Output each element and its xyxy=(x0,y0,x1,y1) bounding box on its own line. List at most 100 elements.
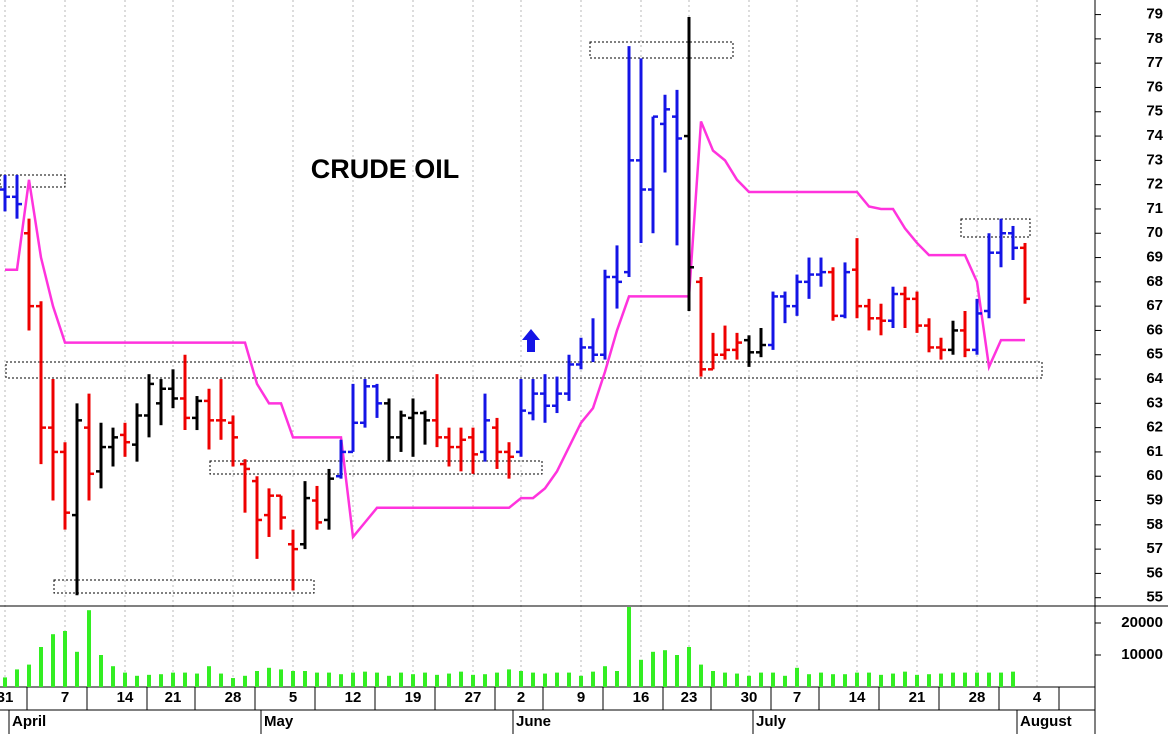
y-tick-label: 76 xyxy=(1146,78,1163,95)
volume-bar xyxy=(255,671,259,687)
volume-bar xyxy=(975,672,979,687)
volume-bar xyxy=(267,667,271,687)
x-tick-label: 7 xyxy=(61,689,69,706)
volume-bar xyxy=(183,672,187,687)
volume-bar xyxy=(591,671,595,687)
y-tick-label: 67 xyxy=(1146,297,1163,314)
x-tick-label: 27 xyxy=(465,689,482,706)
x-tick-label: 9 xyxy=(577,689,585,706)
volume-bar xyxy=(3,677,7,687)
volume-bar xyxy=(507,669,511,687)
y-tick-label: 77 xyxy=(1146,54,1163,71)
month-label: April xyxy=(12,713,46,730)
volume-bar xyxy=(99,655,103,687)
volume-bar xyxy=(903,671,907,687)
month-label: May xyxy=(264,713,294,730)
x-tick-label: 16 xyxy=(633,689,650,706)
volume-bar xyxy=(471,674,475,687)
y-tick-label: 70 xyxy=(1146,224,1163,241)
x-tick-label: 5 xyxy=(289,689,297,706)
x-tick-label: 21 xyxy=(909,689,926,706)
volume-bar xyxy=(411,674,415,687)
y-tick-label: 58 xyxy=(1146,516,1163,533)
annotation-box xyxy=(53,579,315,594)
volume-bar xyxy=(459,671,463,687)
volume-bar xyxy=(1011,671,1015,687)
volume-bar xyxy=(375,672,379,687)
y-tick-label: 59 xyxy=(1146,491,1163,508)
x-tick-label: 7 xyxy=(793,689,801,706)
y-tick-label: 69 xyxy=(1146,249,1163,266)
annotation-box xyxy=(0,174,66,188)
volume-bar xyxy=(111,666,115,687)
month-label: August xyxy=(1020,713,1072,730)
volume-bar xyxy=(351,672,355,687)
volume-bar xyxy=(363,671,367,687)
volume-bar xyxy=(927,674,931,687)
y-tick-label: 57 xyxy=(1146,540,1163,557)
volume-bar xyxy=(675,655,679,687)
volume-bar xyxy=(303,671,307,687)
y-tick-label: 78 xyxy=(1146,30,1163,47)
volume-bar xyxy=(855,672,859,687)
volume-bar xyxy=(315,672,319,687)
volume-bar xyxy=(159,674,163,687)
annotation-box xyxy=(589,41,734,59)
volume-bar xyxy=(867,672,871,687)
volume-bar xyxy=(399,672,403,687)
annotation-box xyxy=(960,218,1031,238)
volume-bar xyxy=(939,673,943,687)
volume-bar xyxy=(87,610,91,687)
volume-bar xyxy=(759,672,763,687)
volume-bar xyxy=(495,672,499,687)
volume-bar xyxy=(723,672,727,687)
volume-bar xyxy=(243,675,247,687)
volume-bar xyxy=(615,671,619,687)
volume-bar xyxy=(807,674,811,687)
x-tick-label: 31 xyxy=(0,689,13,706)
y-tick-label: 79 xyxy=(1146,6,1163,23)
volume-bar xyxy=(735,673,739,687)
volume-bar xyxy=(963,672,967,687)
annotation-box xyxy=(5,361,1043,379)
x-tick-label: 12 xyxy=(345,689,362,706)
volume-bar xyxy=(483,674,487,687)
volume-bar xyxy=(327,672,331,687)
volume-bar xyxy=(15,669,19,687)
x-tick-label: 23 xyxy=(681,689,698,706)
volume-bar xyxy=(951,672,955,687)
volume-bar xyxy=(567,672,571,687)
volume-bar xyxy=(627,607,631,687)
volume-bar xyxy=(687,647,691,687)
volume-bar xyxy=(27,664,31,687)
y-tick-label: 63 xyxy=(1146,394,1163,411)
x-tick-label: 14 xyxy=(849,689,866,706)
volume-bar xyxy=(651,651,655,687)
x-tick-label: 30 xyxy=(741,689,758,706)
y-tick-label: 60 xyxy=(1146,467,1163,484)
volume-bar xyxy=(291,671,295,687)
volume-bar xyxy=(819,672,823,687)
stop-line xyxy=(5,121,1025,541)
volume-bar xyxy=(447,673,451,687)
x-tick-label: 2 xyxy=(517,689,525,706)
x-tick-label: 28 xyxy=(225,689,242,706)
volume-bar xyxy=(879,674,883,687)
volume-bar xyxy=(639,659,643,687)
chart-title: CRUDE OIL xyxy=(311,154,460,184)
volume-bar xyxy=(435,674,439,687)
y-tick-label: 55 xyxy=(1146,589,1163,606)
y-tick-label: 68 xyxy=(1146,273,1163,290)
volume-bar xyxy=(51,634,55,687)
volume-bar xyxy=(531,672,535,687)
volume-bar xyxy=(843,674,847,687)
volume-bar xyxy=(207,666,211,687)
y-tick-label: 20000 xyxy=(1121,614,1163,631)
y-tick-label: 74 xyxy=(1146,127,1163,144)
volume-bar xyxy=(603,666,607,687)
y-tick-label: 72 xyxy=(1146,176,1163,193)
x-tick-label: 14 xyxy=(117,689,134,706)
y-tick-label: 75 xyxy=(1146,103,1163,120)
